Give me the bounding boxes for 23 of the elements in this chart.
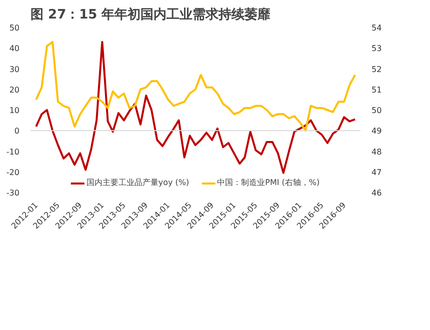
y-tick-label: 40	[9, 44, 20, 54]
y-tick-label: -30	[6, 188, 20, 198]
y2-tick-label: 54	[372, 24, 382, 32]
y-tick-label: 50	[9, 24, 20, 32]
y-tick-label: 10	[9, 106, 20, 115]
chart-title: 图 27：15 年年初国内工业需求持续萎靡	[30, 6, 272, 22]
y2-tick-label: 51	[372, 85, 382, 94]
y-tick-label: -20	[6, 168, 20, 177]
y-tick-label: 20	[9, 85, 20, 94]
legend-label: 国内主要工业品产量yoy (%)	[86, 177, 190, 188]
y2-tick-label: 50	[372, 106, 382, 115]
legend-label: 中国：制造业PMI (右轴，%)	[217, 177, 320, 188]
y2-tick-label: 49	[372, 126, 382, 136]
y-tick-label: -10	[6, 147, 20, 156]
y2-tick-label: 46	[372, 188, 382, 198]
y2-tick-label: 53	[372, 44, 382, 54]
y-tick-label: 30	[9, 64, 20, 74]
line-series	[35, 40, 356, 174]
y2-tick-label: 48	[372, 147, 382, 156]
y-tick-label: 0	[14, 126, 20, 136]
y2-tick-label: 47	[372, 168, 382, 177]
line-series	[35, 40, 356, 132]
y2-tick-label: 52	[372, 64, 382, 74]
